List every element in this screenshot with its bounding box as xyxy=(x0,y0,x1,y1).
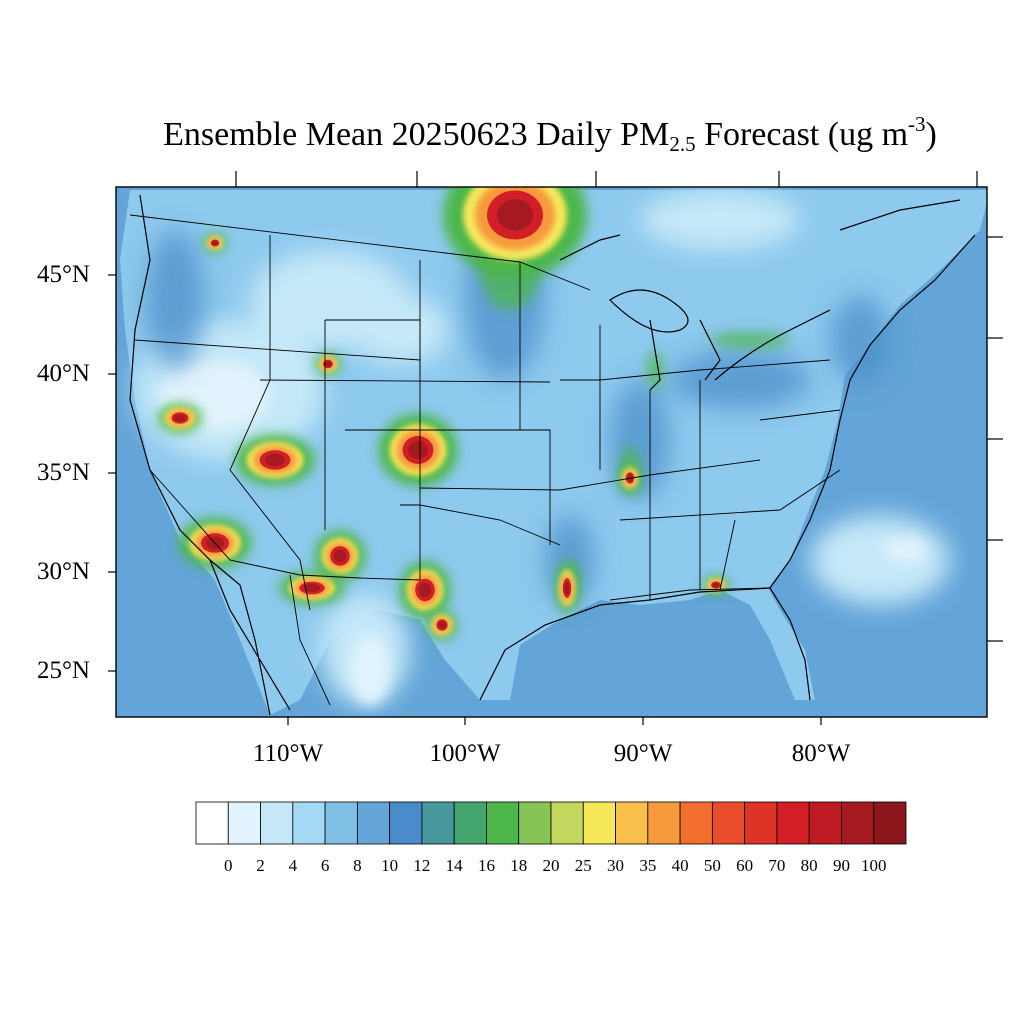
colorbar-swatch xyxy=(744,801,778,845)
hotspot-7 xyxy=(378,414,458,486)
colorbar-swatch xyxy=(615,801,649,845)
colorbar-swatch xyxy=(873,801,907,845)
map-title: Ensemble Mean 20250623 Daily PM2.5 Forec… xyxy=(0,112,1024,157)
colorbar-label: 80 xyxy=(800,856,818,875)
map-frame xyxy=(115,186,988,718)
colorbar-label: 4 xyxy=(288,856,298,875)
colorbar-swatch xyxy=(324,801,358,845)
colorbar-label: 16 xyxy=(477,856,495,875)
colorbar-label: 60 xyxy=(736,856,754,875)
colorbar-label: 0 xyxy=(224,856,233,875)
colorbar-label: 70 xyxy=(768,856,786,875)
lat-label-30n: 30°N xyxy=(36,558,90,585)
colorbar-label: 2 xyxy=(256,856,265,875)
colorbar-label: 18 xyxy=(510,856,528,875)
colorbar-label: 6 xyxy=(320,856,330,875)
colorbar-label: 8 xyxy=(353,856,362,875)
colorbar-label: 40 xyxy=(671,856,689,875)
hotspot-5 xyxy=(314,530,366,582)
state-boundaries xyxy=(129,214,841,706)
lat-label-35n: 35°N xyxy=(36,459,90,486)
colorbar-swatch xyxy=(582,801,616,845)
colorbar-label: 50 xyxy=(703,856,721,875)
colorbar-swatch xyxy=(808,801,842,845)
hotspot-9 xyxy=(427,610,457,640)
lat-label-45n: 45°N xyxy=(36,261,90,288)
colorbar-label: 12 xyxy=(413,856,431,875)
title-text: Ensemble Mean 20250623 Daily PM xyxy=(163,116,670,153)
hotspot-13 xyxy=(556,562,578,614)
colorbar-swatch xyxy=(679,801,713,845)
axis-ticks xyxy=(108,171,1003,725)
colorbar-swatch xyxy=(518,801,552,845)
lon-label-100w: 100°W xyxy=(429,740,501,767)
colorbar-swatch xyxy=(260,801,294,845)
colorbar-label: 30 xyxy=(607,856,625,875)
colorbar-swatch xyxy=(421,801,455,845)
colorbar-label: 100 xyxy=(860,856,887,875)
coastlines xyxy=(129,194,976,716)
hotspot-3 xyxy=(235,434,315,486)
title-superscript: -3 xyxy=(908,112,926,136)
colorbar-swatch xyxy=(292,801,326,845)
colorbar-label: 20 xyxy=(542,856,560,875)
colorbar-label: 10 xyxy=(381,856,399,875)
colorbar-swatch xyxy=(550,801,584,845)
lon-label-90w: 90°W xyxy=(613,740,673,767)
title-text-units: Forecast (ug m xyxy=(695,116,909,153)
hotspot-1 xyxy=(443,187,587,278)
colorbar-swatch xyxy=(711,801,746,845)
colorbar-swatch xyxy=(227,801,261,845)
colorbar-swatch xyxy=(647,801,681,845)
lon-label-110w: 110°W xyxy=(252,740,324,767)
map-field xyxy=(116,187,987,717)
colorbar-swatch xyxy=(195,801,229,845)
fire-smoke-hotspots xyxy=(158,187,729,640)
colorbar-label: 90 xyxy=(832,856,850,875)
hotspot-10 xyxy=(315,353,341,375)
colorbar-swatch xyxy=(453,801,487,845)
colorbar-label: 14 xyxy=(445,856,463,875)
colorbar-label: 25 xyxy=(574,856,592,875)
colorbar-swatch xyxy=(776,801,810,845)
hotspot-11 xyxy=(204,234,226,252)
hotspot-8 xyxy=(399,561,451,619)
colorbar-swatch xyxy=(356,801,391,845)
title-text-close: ) xyxy=(925,116,937,153)
colorbar-swatch xyxy=(389,801,423,845)
colorbar-swatch xyxy=(841,801,875,845)
colorbar-swatch xyxy=(486,801,520,845)
title-subscript: 2.5 xyxy=(669,132,696,156)
lat-label-40n: 40°N xyxy=(36,360,90,387)
hotspot-6 xyxy=(279,571,345,605)
colorbar-label: 35 xyxy=(639,856,657,875)
lat-label-25n: 25°N xyxy=(36,657,90,684)
hotspot-2 xyxy=(158,403,202,433)
colorbar xyxy=(195,801,907,845)
lon-label-80w: 80°W xyxy=(791,740,851,767)
